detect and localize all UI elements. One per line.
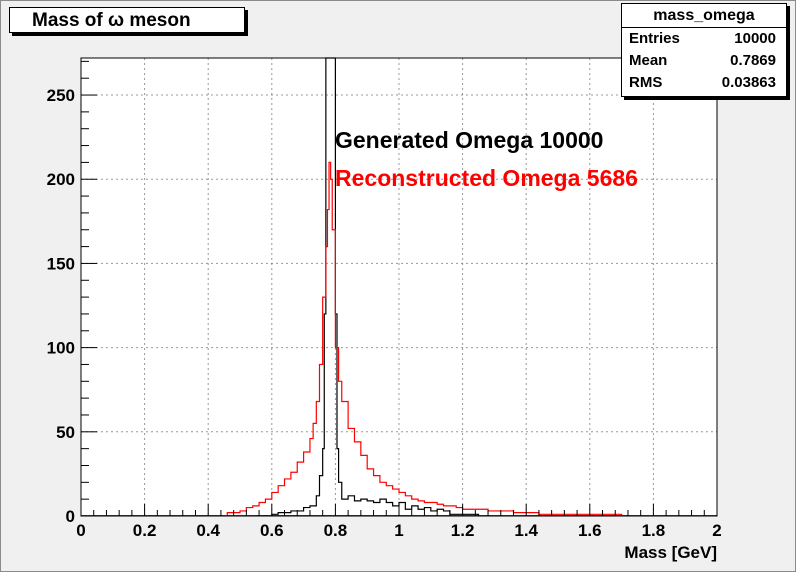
y-tick-label: 250 (47, 86, 75, 105)
x-tick-label: 1.2 (451, 521, 475, 540)
x-tick-label: 1.6 (578, 521, 602, 540)
y-tick-label: 100 (47, 339, 75, 358)
generated-histogram-line (255, 57, 480, 516)
x-tick-label: 0.6 (260, 521, 284, 540)
y-tick-label: 200 (47, 170, 75, 189)
stats-box: mass_omega Entries 10000 Mean 0.7869 RMS… (621, 3, 787, 97)
stats-value: 0.7869 (730, 52, 776, 69)
x-tick-label: 0 (76, 521, 85, 540)
histogram-title: Mass of ω meson (9, 7, 245, 33)
stats-row-entries: Entries 10000 (622, 28, 786, 50)
y-tick-label: 0 (66, 507, 75, 526)
stats-name: mass_omega (622, 4, 786, 28)
stats-row-mean: Mean 0.7869 (622, 50, 786, 72)
stats-label: Entries (629, 30, 680, 47)
x-tick-label: 0.8 (324, 521, 348, 540)
legend-entry: Generated Omega 10000 (335, 127, 603, 153)
x-tick-label: 1 (394, 521, 403, 540)
stats-label: Mean (629, 52, 668, 69)
x-axis-title: Mass [GeV] (624, 543, 717, 562)
x-tick-label: 1.8 (642, 521, 666, 540)
x-tick-label: 2 (712, 521, 721, 540)
reconstructed-histogram-line (176, 161, 717, 516)
x-tick-label: 0.4 (196, 521, 220, 540)
y-tick-label: 150 (47, 254, 75, 273)
stats-value: 10000 (734, 30, 776, 47)
legend-entry: Reconstructed Omega 5686 (335, 165, 638, 191)
x-tick-label: 0.2 (133, 521, 157, 540)
x-tick-label: 1.4 (514, 521, 538, 540)
stats-row-rms: RMS 0.03863 (622, 72, 786, 94)
y-tick-label: 50 (56, 423, 75, 442)
stats-value: 0.03863 (721, 74, 776, 91)
stats-label: RMS (629, 74, 663, 91)
